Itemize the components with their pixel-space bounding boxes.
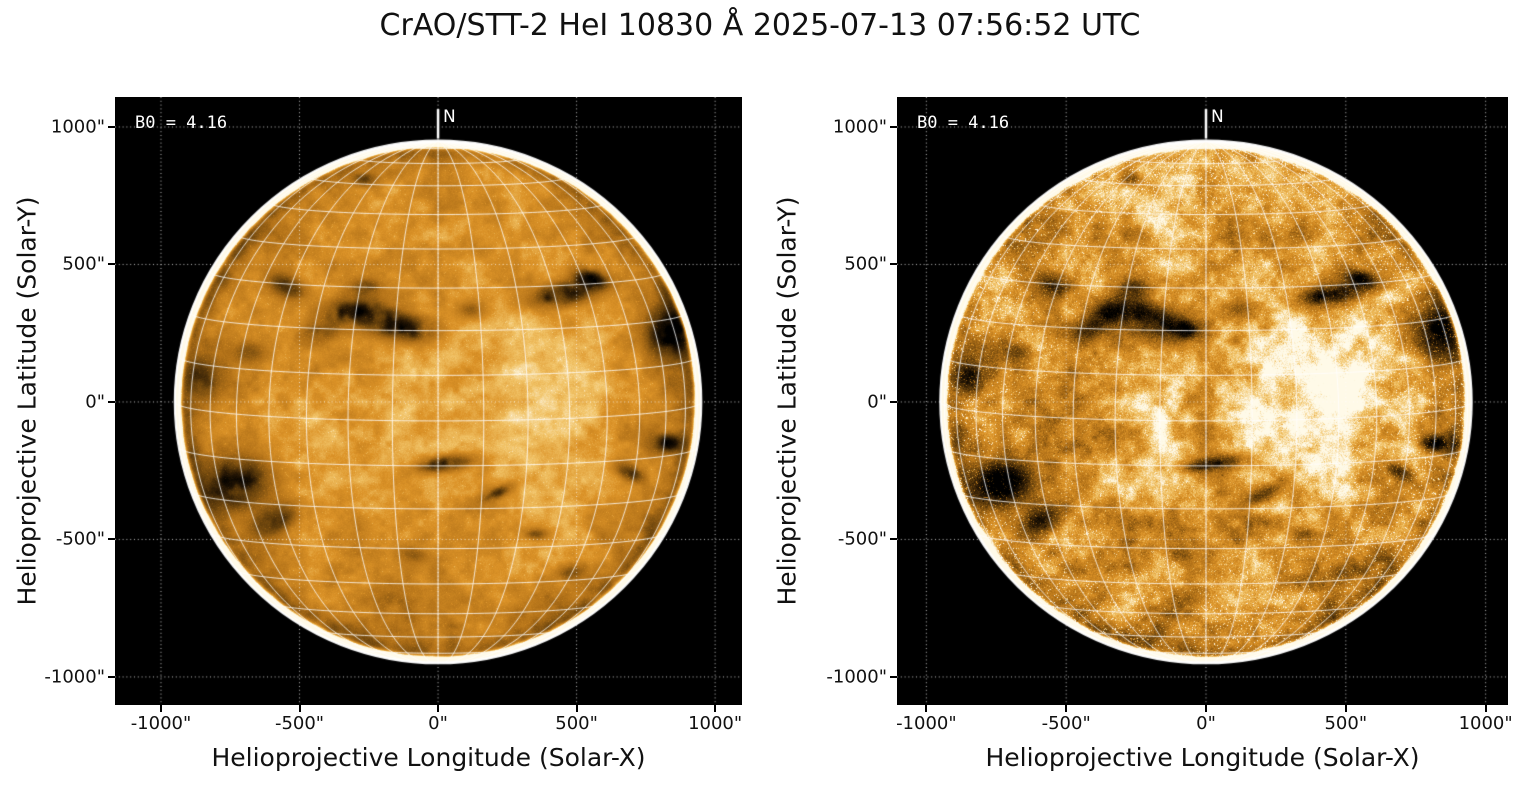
y-tick-label: 500": [62, 253, 105, 275]
y-axis-tick: [890, 675, 897, 678]
x-axis-label: Helioprojective Longitude (Solar-X): [985, 743, 1420, 772]
north-annotation: N: [443, 107, 456, 127]
x-axis-tick: [437, 705, 440, 712]
solar-disk-right-canvas: [897, 97, 1508, 705]
x-tick-label: 1000": [688, 713, 743, 734]
figure-title: CrAO/STT-2 HeI 10830 Å 2025-07-13 07:56:…: [379, 8, 1141, 43]
y-tick-label: 0": [85, 391, 105, 413]
x-axis-tick: [1484, 705, 1487, 712]
x-tick-label: 0": [1196, 713, 1216, 734]
y-axis-tick: [890, 125, 897, 128]
b0-annotation: B0 = 4.16: [917, 113, 1010, 133]
y-tick-label: -500": [55, 528, 105, 550]
y-axis-tick: [108, 538, 115, 541]
y-tick-label: 1000": [832, 116, 887, 138]
y-axis-tick: [890, 538, 897, 541]
x-tick-label: 500": [555, 713, 598, 734]
y-tick-label: -1000": [44, 666, 105, 688]
y-axis-label: Helioprojective Latitude (Solar-Y): [12, 196, 42, 606]
y-axis-tick: [108, 400, 115, 403]
y-tick-label: 0": [867, 391, 887, 413]
x-axis-tick: [714, 705, 717, 712]
x-axis-tick: [1204, 705, 1207, 712]
y-tick-label: 1000": [50, 116, 105, 138]
y-axis-tick: [890, 263, 897, 266]
x-axis-tick: [298, 705, 301, 712]
b0-annotation: B0 = 4.16: [135, 113, 228, 133]
x-axis-tick: [575, 705, 578, 712]
north-annotation: N: [1210, 107, 1224, 127]
y-axis-label: Helioprojective Latitude (Solar-Y): [772, 196, 802, 606]
x-axis-tick: [1065, 705, 1068, 712]
x-axis-tick: [1344, 705, 1347, 712]
y-axis-tick: [890, 400, 897, 403]
y-tick-label: -1000": [826, 666, 887, 688]
x-tick-label: -500": [274, 713, 325, 734]
x-tick-label: -1000": [896, 713, 957, 734]
x-tick-label: 500": [1324, 713, 1368, 734]
x-tick-label: 0": [428, 713, 448, 734]
solar-disk-left-canvas: [115, 97, 742, 705]
y-axis-tick: [108, 263, 115, 266]
x-axis-tick: [159, 705, 162, 712]
y-axis-tick: [108, 675, 115, 678]
x-tick-label: -500": [1041, 713, 1091, 734]
x-tick-label: 1000": [1458, 713, 1513, 734]
y-tick-label: -500": [837, 528, 887, 550]
panel-right: B0 = 4.16 N Helioprojective Longitude (S…: [773, 97, 1513, 772]
y-tick-label: 500": [844, 253, 887, 275]
x-axis-tick: [925, 705, 928, 712]
panel-left: B0 = 4.16 N Helioprojective Longitude (S…: [13, 97, 742, 772]
x-tick-label: -1000": [130, 713, 192, 734]
y-axis-tick: [108, 125, 115, 128]
x-axis-label: Helioprojective Longitude (Solar-X): [211, 743, 646, 772]
